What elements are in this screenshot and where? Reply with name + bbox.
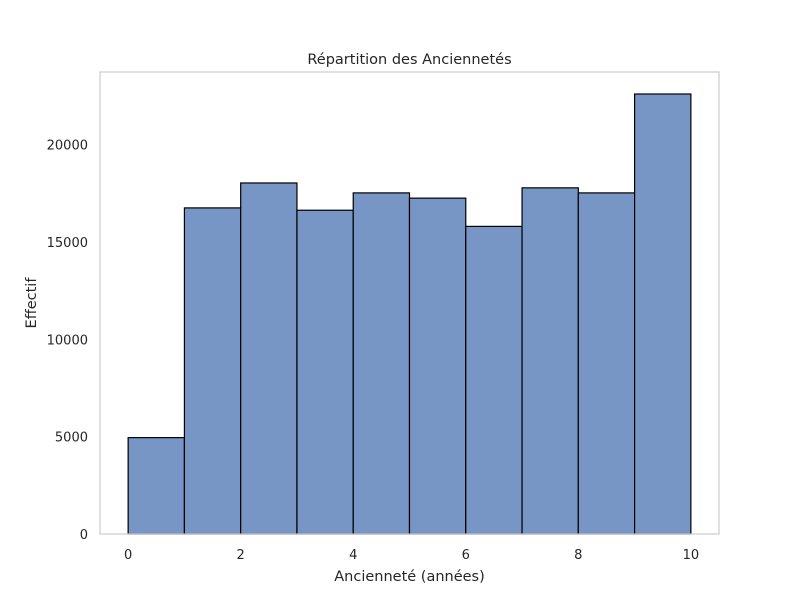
histogram-bar-0 <box>127 437 186 535</box>
histogram-bar-8 <box>577 192 636 535</box>
x-tick-label-0: 0 <box>124 548 132 563</box>
histogram-bar-7 <box>521 187 579 535</box>
x-tick-label-3: 6 <box>462 548 470 563</box>
histogram-bar-6 <box>465 225 523 535</box>
y-tick-label-0: 0 <box>80 528 88 543</box>
plot-frame <box>99 71 720 535</box>
x-tick-labels: 0 2 4 6 8 10 <box>124 548 699 563</box>
x-tick-label-1: 2 <box>237 548 245 563</box>
histogram-bar-1 <box>183 207 242 535</box>
histogram-bar-2 <box>240 182 298 535</box>
x-tick-label-5: 10 <box>683 548 700 563</box>
histogram-bar-9 <box>633 93 692 535</box>
histogram-bar-3 <box>296 209 354 535</box>
y-tick-label-1: 5000 <box>55 431 88 446</box>
bars-group <box>127 93 692 535</box>
x-axis-label: Ancienneté (années) <box>334 569 485 585</box>
x-tick-label-2: 4 <box>349 548 357 563</box>
y-axis-label: Effectif <box>24 277 40 329</box>
histogram-bar-4 <box>352 192 411 535</box>
chart-title: Répartition des Anciennetés <box>307 52 511 68</box>
y-tick-label-2: 10000 <box>47 333 88 348</box>
y-tick-label-3: 15000 <box>47 236 88 251</box>
x-tick-label-4: 8 <box>574 548 582 563</box>
y-tick-labels: 0 5000 10000 15000 20000 <box>47 139 88 543</box>
histogram-bar-5 <box>408 197 467 535</box>
y-tick-label-4: 20000 <box>47 139 88 154</box>
